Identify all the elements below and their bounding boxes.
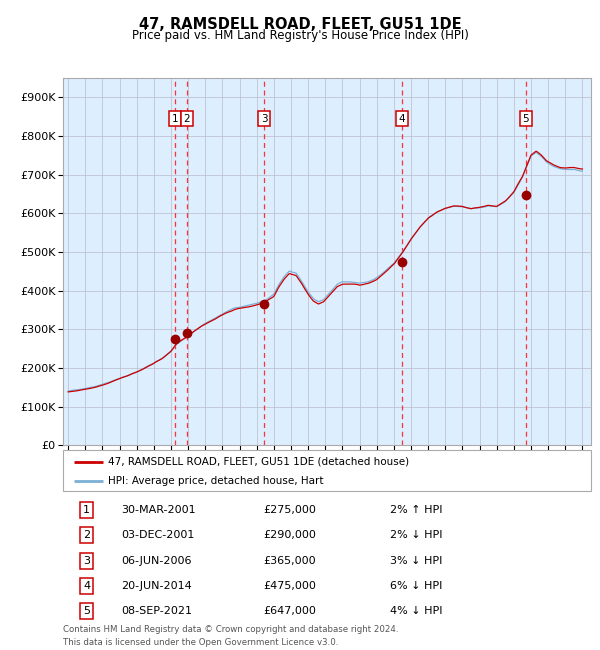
Text: HPI: Average price, detached house, Hart: HPI: Average price, detached house, Hart	[108, 476, 323, 486]
Text: 3% ↓ HPI: 3% ↓ HPI	[391, 556, 443, 566]
Text: 2% ↓ HPI: 2% ↓ HPI	[391, 530, 443, 540]
Text: 3: 3	[83, 556, 90, 566]
Text: 06-JUN-2006: 06-JUN-2006	[121, 556, 191, 566]
Text: 2: 2	[83, 530, 91, 540]
Text: £365,000: £365,000	[263, 556, 316, 566]
Text: 47, RAMSDELL ROAD, FLEET, GU51 1DE (detached house): 47, RAMSDELL ROAD, FLEET, GU51 1DE (deta…	[108, 457, 409, 467]
Text: 4% ↓ HPI: 4% ↓ HPI	[391, 606, 443, 616]
Text: 1: 1	[83, 505, 90, 515]
Text: £290,000: £290,000	[263, 530, 317, 540]
Text: 30-MAR-2001: 30-MAR-2001	[121, 505, 196, 515]
Text: £275,000: £275,000	[263, 505, 317, 515]
Text: Contains HM Land Registry data © Crown copyright and database right 2024.: Contains HM Land Registry data © Crown c…	[63, 625, 398, 634]
FancyBboxPatch shape	[63, 450, 591, 491]
Text: 4: 4	[83, 581, 91, 591]
Text: 08-SEP-2021: 08-SEP-2021	[121, 606, 192, 616]
Text: 2% ↑ HPI: 2% ↑ HPI	[391, 505, 443, 515]
Text: 3: 3	[261, 114, 268, 124]
Text: 20-JUN-2014: 20-JUN-2014	[121, 581, 192, 591]
Text: 6% ↓ HPI: 6% ↓ HPI	[391, 581, 443, 591]
Text: Price paid vs. HM Land Registry's House Price Index (HPI): Price paid vs. HM Land Registry's House …	[131, 29, 469, 42]
Text: 2: 2	[184, 114, 190, 124]
Text: 47, RAMSDELL ROAD, FLEET, GU51 1DE: 47, RAMSDELL ROAD, FLEET, GU51 1DE	[139, 17, 461, 32]
Text: 1: 1	[172, 114, 178, 124]
Text: 4: 4	[398, 114, 405, 124]
Text: 5: 5	[523, 114, 529, 124]
Text: 03-DEC-2001: 03-DEC-2001	[121, 530, 194, 540]
Text: 5: 5	[83, 606, 90, 616]
Text: £647,000: £647,000	[263, 606, 317, 616]
Text: £475,000: £475,000	[263, 581, 317, 591]
Text: This data is licensed under the Open Government Licence v3.0.: This data is licensed under the Open Gov…	[63, 638, 338, 647]
